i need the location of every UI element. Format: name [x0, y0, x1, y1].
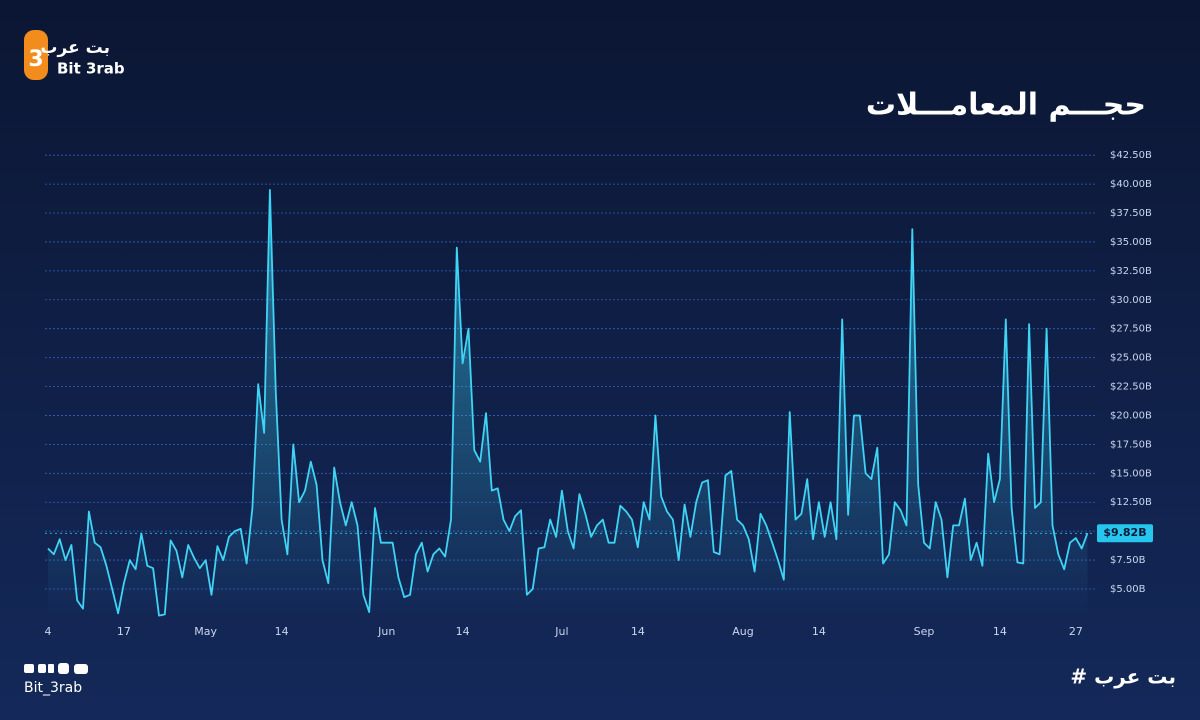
y-tick-label: $5.00B [1110, 584, 1146, 595]
y-tick-label: $37.50B [1110, 208, 1152, 219]
x-tick-label: Sep [914, 625, 935, 638]
x-tick-label: 14 [456, 625, 470, 638]
logo: 3 [24, 30, 48, 80]
y-tick-label: $22.50B [1110, 382, 1152, 393]
chart-title: حجـــم المعامـــلات [866, 88, 1146, 123]
y-tick-label: $17.50B [1110, 439, 1152, 450]
y-tick-label: $32.50B [1110, 266, 1152, 277]
x-tick-label: 14 [993, 625, 1007, 638]
x-tick-label: 14 [812, 625, 826, 638]
x-tick-label: 14 [631, 625, 645, 638]
y-tick-label: $42.50B [1110, 150, 1152, 161]
social-icons [24, 663, 88, 674]
y-tick-label: $27.50B [1110, 324, 1152, 335]
brand-name-ar: بت عرب [40, 38, 110, 58]
area-fill [48, 189, 1088, 618]
y-tick-label: $30.00B [1110, 295, 1152, 306]
brand-name-en: Bit 3rab [57, 60, 125, 78]
social-handle: Bit_3rab [24, 680, 82, 696]
y-tick-label: $40.00B [1110, 179, 1152, 190]
y-tick-label: $20.00B [1110, 410, 1152, 421]
x-tick-label: 17 [117, 625, 131, 638]
y-tick-label: $12.50B [1110, 497, 1152, 508]
x-tick-label: Jun [377, 625, 395, 638]
x-tick-label: 27 [1069, 625, 1083, 638]
x-tick-label: May [194, 625, 217, 638]
y-tick-label: $7.50B [1110, 555, 1146, 566]
y-tick-label: $35.00B [1110, 237, 1152, 248]
x-tick-label: Jul [554, 625, 568, 638]
current-value-box [1097, 524, 1153, 543]
current-value-label: $9.82B [1103, 526, 1146, 539]
y-tick-label: $25.00B [1110, 353, 1152, 364]
x-tick-label: 14 [275, 625, 289, 638]
svg-text:3: 3 [28, 47, 43, 72]
hashtag: # بت عرب [1070, 665, 1176, 689]
line [47, 189, 1089, 617]
y-tick-label: $15.00B [1110, 468, 1152, 479]
x-tick-label: Aug [732, 625, 753, 638]
x-tick-label: 4 [45, 625, 52, 638]
